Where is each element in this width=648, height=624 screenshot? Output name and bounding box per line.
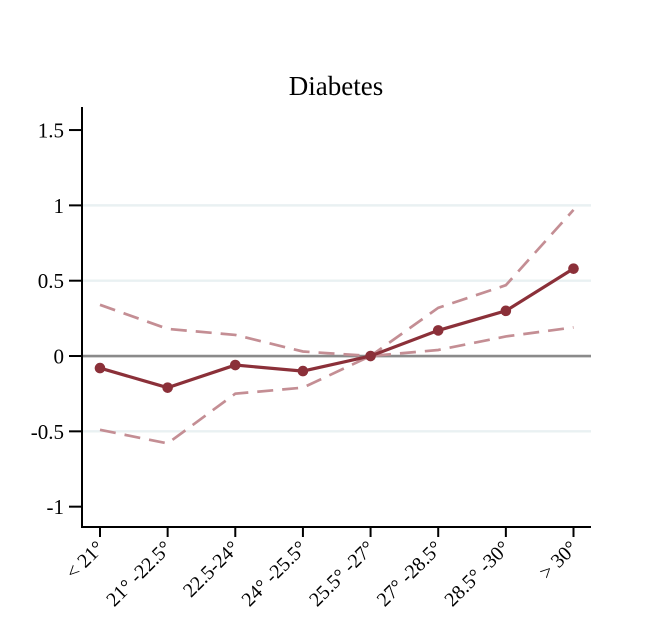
x-tick-label: > 30° [535,537,582,584]
data-point-marker [500,305,512,317]
y-tick-label: -1 [47,495,65,519]
y-tick-label: 0.5 [38,269,64,293]
x-tick-label: < 21° [62,537,109,584]
axes-group: 1.5 1 0.5 0 -0.5 -1 < 21°21° -22.5° 22.5-24°24°… [31,107,591,611]
data-point-marker [229,359,241,371]
x-tick-label: 27° -28.5° [373,537,447,611]
ci-upper-line [99,208,575,358]
y-tick-label: 1 [54,194,65,218]
x-tick-label: 25.5° -27° [305,537,379,611]
data-point-marker [297,365,309,377]
x-tick-label: 22.5-24° [179,537,244,602]
data-point-marker [162,382,173,393]
x-tick-label: 28.5° -30° [440,537,514,611]
axis-frame [81,107,591,528]
ci-lower-line [99,326,574,445]
data-point-marker [94,362,106,374]
x-tick-label: 21° -22.5° [102,537,176,611]
data-point-marker [568,263,579,274]
x-tick-label: 24° -25.5° [237,537,311,611]
gridlines-group [82,204,591,433]
y-tick-label: 1.5 [38,119,64,143]
chart-title: Diabetes [289,71,383,101]
y-tick-label: -0.5 [31,420,64,444]
coefficient-line [99,267,575,390]
series-group [94,208,579,445]
data-point-marker [365,350,376,362]
data-point-marker [432,325,444,336]
y-tick-label: 0 [54,345,65,369]
